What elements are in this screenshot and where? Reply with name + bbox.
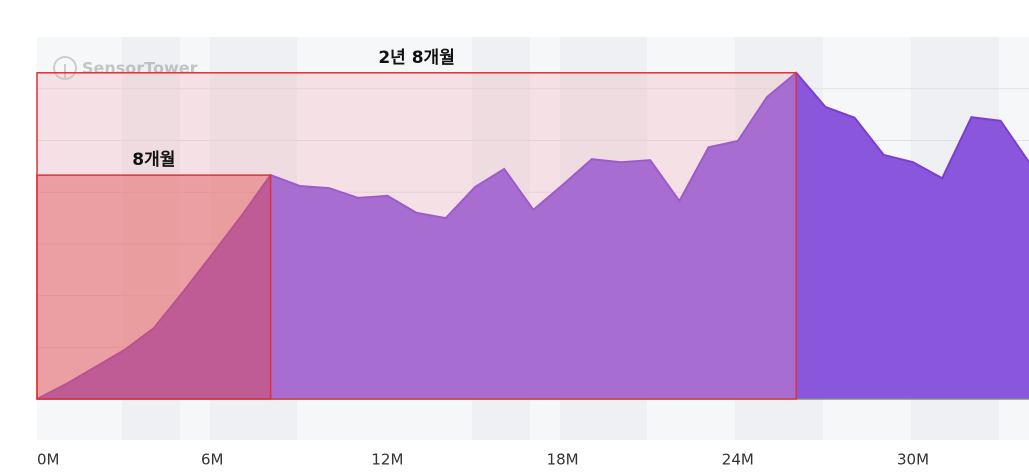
annotation-box <box>36 72 797 400</box>
annotation-label: 8개월 <box>132 150 175 170</box>
x-tick-label: 6M <box>201 451 224 469</box>
area <box>37 72 1029 399</box>
x-tick-label: 0M <box>37 451 60 469</box>
annotation-box <box>36 174 272 400</box>
x-tick-label: 18M <box>547 451 579 469</box>
line <box>36 71 1029 400</box>
x-tick-label: 12M <box>371 451 403 469</box>
annotation-label: 2년 8개월 <box>378 48 455 68</box>
x-tick-label: 30M <box>897 451 929 469</box>
x-tick-label: 24M <box>722 451 754 469</box>
